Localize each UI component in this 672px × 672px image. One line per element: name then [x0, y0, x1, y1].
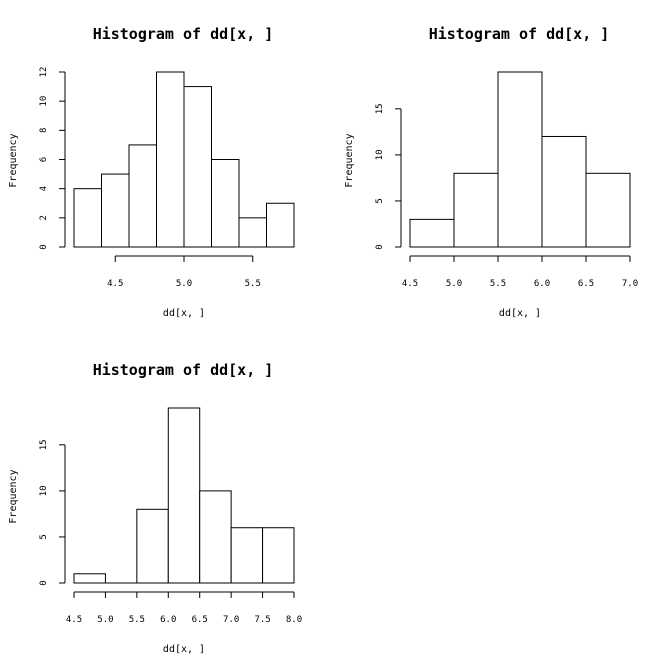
x-tick-label: 7.0 — [622, 279, 638, 289]
y-axis-label: Frequency — [344, 133, 355, 187]
histogram-bar — [230, 527, 264, 584]
x-tick-label: 4.5 — [402, 279, 418, 289]
y-tick-label: 12 — [39, 67, 49, 78]
chart-title: Histogram of dd[x, ] — [93, 361, 274, 379]
histogram-bar — [585, 172, 631, 248]
x-tick-label: 6.5 — [192, 615, 208, 625]
histogram-panel-2: Histogram of dd[x, ] 4.5 5.0 5.5 6.0 6.5 7.0 0 5… — [344, 25, 638, 319]
x-tick-label: 6.0 — [534, 279, 550, 289]
y-tick-label: 2 — [39, 215, 49, 220]
y-tick-label: 0 — [39, 580, 49, 585]
histogram-bar — [73, 188, 102, 248]
y-tick-label: 8 — [39, 128, 49, 133]
histogram-panel-1: Histogram of dd[x, ] 4.5 5.0 5.5 0 2 4 6 8 10 12 dd… — [8, 25, 295, 319]
histogram-bar — [167, 407, 201, 584]
histogram-bar — [136, 508, 169, 584]
chart-title: Histogram of dd[x, ] — [429, 25, 610, 43]
histogram-panel-3: Histogram of dd[x, ] 4.5 5.0 5.5 6.0 6.5 7.0 7.… — [8, 361, 302, 655]
histogram-bar — [156, 71, 185, 248]
y-tick-label: 15 — [39, 439, 49, 450]
x-axis-label: dd[x, ] — [163, 644, 205, 655]
x-tick-label: 4.5 — [66, 615, 82, 625]
histogram-bar — [541, 135, 587, 248]
histogram-bar — [183, 86, 212, 248]
x-tick-label: 8.0 — [286, 615, 302, 625]
chart-title: Histogram of dd[x, ] — [93, 25, 274, 43]
y-tick-label: 0 — [39, 244, 49, 249]
y-tick-label: 5 — [375, 198, 385, 203]
histogram-bar — [128, 144, 157, 248]
y-tick-label: 15 — [375, 103, 385, 114]
y-tick-label: 10 — [375, 149, 385, 160]
x-tick-label: 5.0 — [446, 279, 462, 289]
histogram-bar — [262, 527, 295, 584]
y-tick-label: 10 — [39, 485, 49, 496]
histogram-bar — [453, 172, 499, 248]
x-axis-label: dd[x, ] — [163, 308, 205, 319]
histogram-bar — [497, 71, 543, 248]
y-tick-label: 4 — [39, 186, 49, 191]
x-tick-label: 6.5 — [578, 279, 594, 289]
y-axis-label: Frequency — [8, 469, 19, 523]
histogram-bar — [73, 573, 106, 584]
histogram-bar — [211, 159, 240, 248]
y-tick-label: 5 — [39, 534, 49, 539]
histogram-bar — [409, 218, 455, 248]
x-tick-label: 5.5 — [129, 615, 145, 625]
x-tick-label: 7.0 — [223, 615, 239, 625]
histogram-bar — [238, 217, 267, 248]
histogram-bar — [266, 202, 295, 248]
y-tick-label: 6 — [39, 157, 49, 162]
y-axis-label: Frequency — [8, 133, 19, 187]
x-tick-label: 5.0 — [97, 615, 113, 625]
y-tick-label: 0 — [375, 244, 385, 249]
x-tick-label: 4.5 — [107, 279, 123, 289]
x-tick-label: 7.5 — [254, 615, 270, 625]
x-tick-label: 6.0 — [160, 615, 176, 625]
histogram-bar — [199, 490, 232, 584]
x-tick-label: 5.5 — [245, 279, 261, 289]
x-tick-label: 5.0 — [176, 279, 192, 289]
x-axis-label: dd[x, ] — [499, 308, 541, 319]
histogram-bar — [101, 173, 130, 248]
x-tick-label: 5.5 — [490, 279, 506, 289]
y-tick-label: 10 — [39, 96, 49, 107]
